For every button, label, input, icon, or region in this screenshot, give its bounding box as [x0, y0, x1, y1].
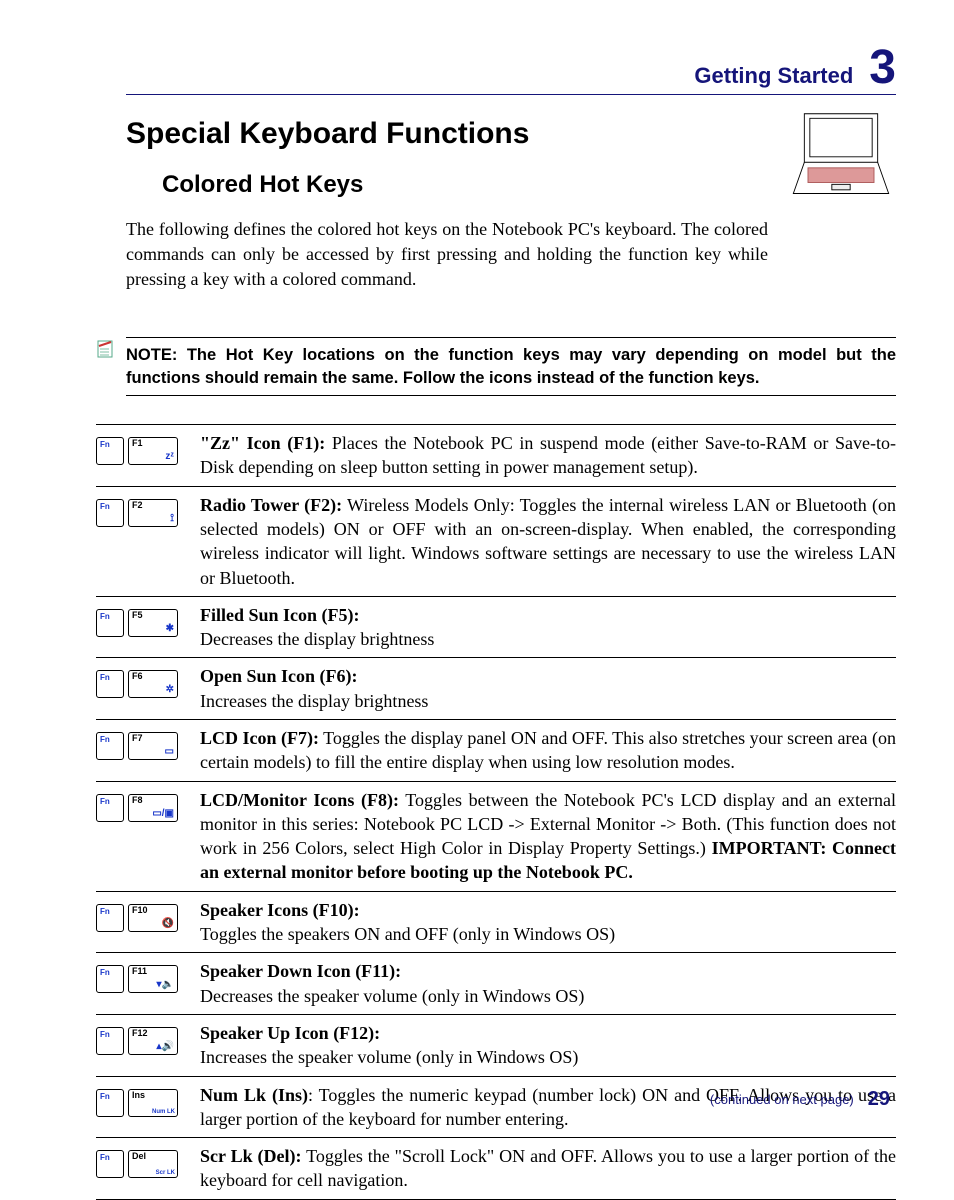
- function-key-icon: F2⟟: [128, 499, 178, 527]
- fn-key-icon: Fn: [96, 904, 124, 932]
- hotkey-description: Filled Sun Icon (F5):Decreases the displ…: [200, 603, 896, 652]
- section-number: 3: [869, 44, 896, 92]
- fn-key-icon: Fn: [96, 670, 124, 698]
- note-text: NOTE: The Hot Key locations on the funct…: [126, 337, 896, 396]
- hotkey-description: Radio Tower (F2): Wireless Models Only: …: [200, 493, 896, 590]
- key-combo: FnF1zᶻ: [96, 431, 186, 465]
- function-key-icon: F1zᶻ: [128, 437, 178, 465]
- key-combo: FnF10🔇: [96, 898, 186, 932]
- intro-text: The following defines the colored hot ke…: [126, 217, 768, 291]
- fn-key-icon: Fn: [96, 1027, 124, 1055]
- function-key-icon: F5✱: [128, 609, 178, 637]
- hotkey-description: LCD Icon (F7): Toggles the display panel…: [200, 726, 896, 775]
- key-combo: FnF8▭/▣: [96, 788, 186, 822]
- key-combo: FnF12▴🔊: [96, 1021, 186, 1055]
- key-combo: FnF2⟟: [96, 493, 186, 527]
- hotkey-description: Open Sun Icon (F6):Increases the display…: [200, 664, 896, 713]
- function-key-icon: F12▴🔊: [128, 1027, 178, 1055]
- hotkey-description: Speaker Icons (F10):Toggles the speakers…: [200, 898, 896, 947]
- fn-key-icon: Fn: [96, 965, 124, 993]
- table-row: FnF8▭/▣ LCD/Monitor Icons (F8): Toggles b…: [96, 782, 896, 892]
- fn-key-icon: Fn: [96, 499, 124, 527]
- function-key-icon: F11▾🔈: [128, 965, 178, 993]
- key-combo: FnDelScr LK: [96, 1144, 186, 1178]
- page-number: 29: [868, 1088, 890, 1111]
- table-row: FnF5✱ Filled Sun Icon (F5):Decreases the …: [96, 597, 896, 659]
- function-key-icon: InsNum LK: [128, 1089, 178, 1117]
- fn-key-icon: Fn: [96, 1150, 124, 1178]
- table-row: FnDelScr LK Scr Lk (Del): Toggles the "Sc…: [96, 1138, 896, 1200]
- subsection-title: Colored Hot Keys: [162, 171, 768, 199]
- key-combo: FnF7▭: [96, 726, 186, 760]
- hotkey-description: Speaker Up Icon (F12):Increases the spea…: [200, 1021, 896, 1070]
- function-key-icon: F10🔇: [128, 904, 178, 932]
- fn-key-icon: Fn: [96, 609, 124, 637]
- function-key-icon: F6✲: [128, 670, 178, 698]
- key-combo: FnInsNum LK: [96, 1083, 186, 1117]
- table-row: FnF11▾🔈 Speaker Down Icon (F11):Decreases…: [96, 953, 896, 1015]
- section-header: Getting Started 3: [126, 44, 896, 95]
- fn-key-icon: Fn: [96, 794, 124, 822]
- key-combo: FnF5✱: [96, 603, 186, 637]
- table-row: FnF2⟟ Radio Tower (F2): Wireless Models O…: [96, 487, 896, 597]
- laptop-icon: [786, 109, 896, 201]
- hotkey-description: "Zz" Icon (F1): Places the Notebook PC i…: [200, 431, 896, 480]
- hotkey-table: FnF1zᶻ"Zz" Icon (F1): Places the Noteboo…: [96, 424, 896, 1200]
- page-title: Special Keyboard Functions: [126, 117, 896, 151]
- key-combo: FnF6✲: [96, 664, 186, 698]
- table-row: FnF10🔇 Speaker Icons (F10):Toggles the sp…: [96, 892, 896, 954]
- function-key-icon: F8▭/▣: [128, 794, 178, 822]
- page-footer: (continued on next page) 29: [710, 1088, 890, 1111]
- section-label: Getting Started: [694, 63, 853, 89]
- key-combo: FnF11▾🔈: [96, 959, 186, 993]
- fn-key-icon: Fn: [96, 1089, 124, 1117]
- hotkey-description: LCD/Monitor Icons (F8): Toggles between …: [200, 788, 896, 885]
- table-row: FnF7▭ LCD Icon (F7): Toggles the display …: [96, 720, 896, 782]
- table-row: FnF1zᶻ "Zz" Icon (F1): Places the Noteboo…: [96, 425, 896, 487]
- table-row: FnF6✲ Open Sun Icon (F6):Increases the di…: [96, 658, 896, 720]
- function-key-icon: DelScr LK: [128, 1150, 178, 1178]
- hotkey-description: Speaker Down Icon (F11):Decreases the sp…: [200, 959, 896, 1008]
- table-row: FnF12▴🔊 Speaker Up Icon (F12):Increases t…: [96, 1015, 896, 1077]
- hotkey-description: Scr Lk (Del): Toggles the "Scroll Lock" …: [200, 1144, 896, 1193]
- fn-key-icon: Fn: [96, 437, 124, 465]
- function-key-icon: F7▭: [128, 732, 178, 760]
- note-icon: [96, 339, 116, 364]
- fn-key-icon: Fn: [96, 732, 124, 760]
- continued-label: (continued on next page): [710, 1092, 854, 1107]
